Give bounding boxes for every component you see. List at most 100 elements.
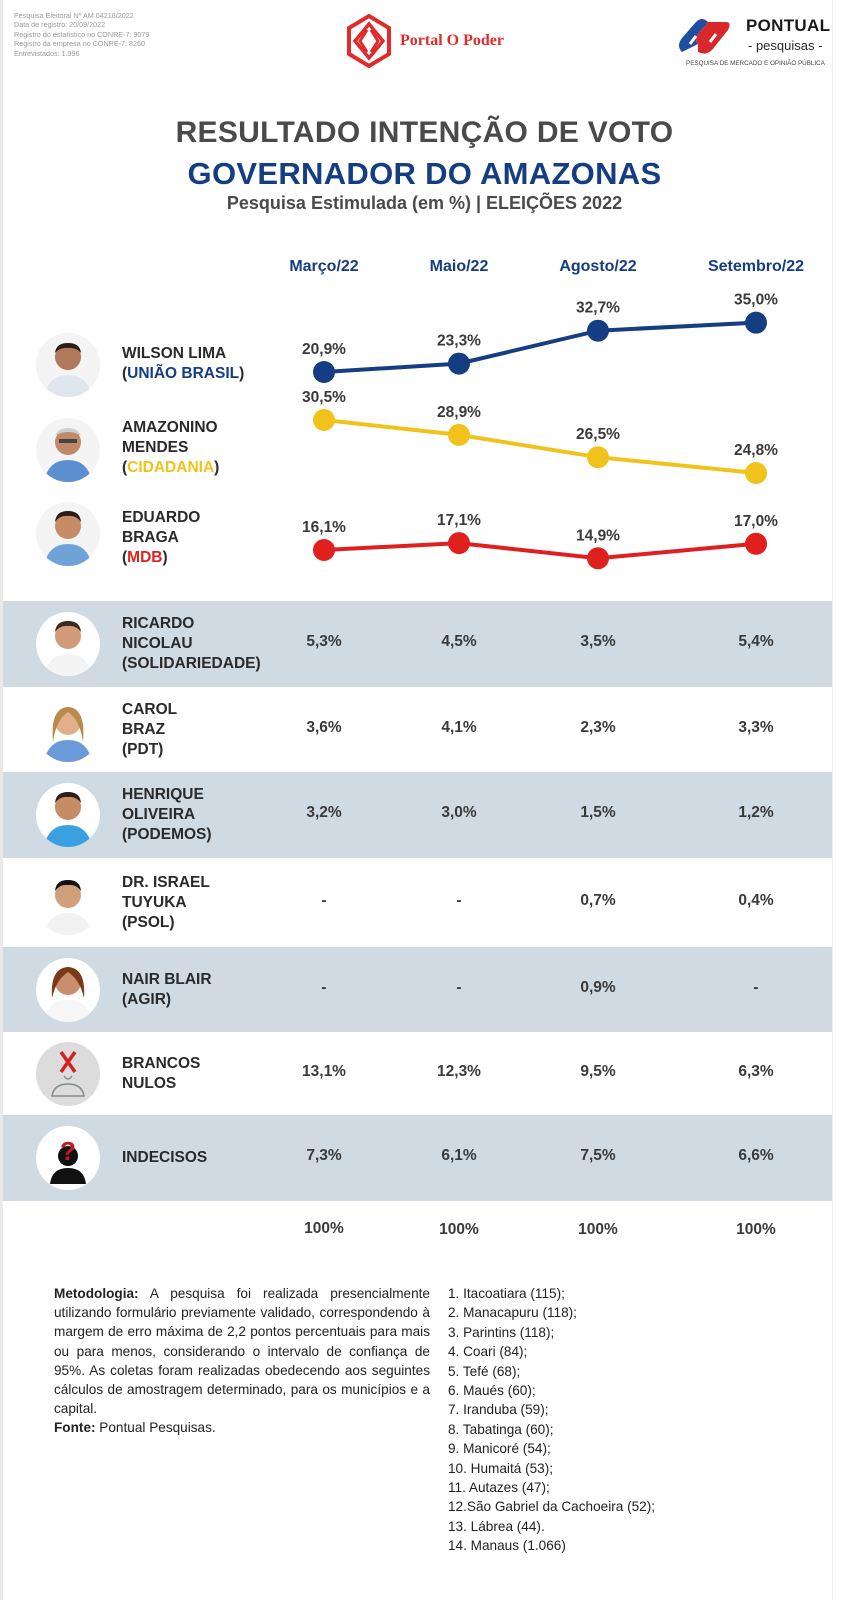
city-item: 1. Itacoatiara (115); (448, 1286, 565, 1301)
table-cell: - (321, 891, 327, 909)
row-label-line: RICARDO (122, 615, 195, 632)
data-label: 32,7% (576, 300, 620, 317)
table-cell: 4,5% (441, 633, 477, 650)
series-line (323, 320, 757, 374)
total-value: 100% (439, 1221, 479, 1238)
data-label: 24,8% (734, 442, 778, 459)
candidate-eduardo-braga: EDUARDO BRAGA (MDB) (122, 508, 200, 568)
avatar-amazonino-mendes (36, 418, 100, 482)
city-item: 7. Iranduba (59); (448, 1402, 549, 1418)
data-point (313, 361, 335, 383)
row-label-line: INDECISOS (122, 1149, 208, 1166)
registry-info: Pesquisa Eleitoral Nº AM 04218/2022 Data… (14, 11, 149, 58)
page-subtitle: GOVERNADOR DO AMAZONAS (187, 156, 662, 191)
table-cell: 1,2% (738, 804, 774, 821)
city-item: 5. Tefé (68); (448, 1363, 521, 1379)
data-point (745, 532, 767, 555)
row-avatar: ? (36, 1126, 100, 1190)
portal-logo-text: Portal O Poder (400, 32, 504, 49)
data-point (448, 423, 470, 446)
table-cell: 3,6% (306, 718, 342, 736)
source-label: Fonte: (54, 1420, 96, 1436)
registry-line: Registro do estatístico no CONRE-7: 9079 (14, 29, 150, 39)
row-label: DR. ISRAEL TUYUKA (PSOL) (122, 873, 210, 933)
table-cell: 3,2% (306, 804, 342, 821)
data-point (313, 409, 335, 431)
row-label-line: (PSOL) (122, 913, 175, 931)
city-item: 4. Coari (84); (448, 1344, 528, 1360)
month-header: Setembro/22 (707, 258, 805, 275)
data-point (448, 532, 470, 555)
undecided-icon: ? (50, 1136, 86, 1184)
table-cell: 3,0% (441, 804, 477, 821)
row-label-line: (PODEMOS) (122, 826, 212, 843)
person-photo-icon (44, 706, 92, 762)
candidate-wilson-lima: WILSON LIMA (UNIÃO BRASIL) (122, 344, 244, 384)
party-name: MDB (127, 549, 163, 566)
table-row (3, 1115, 833, 1201)
row-avatar (36, 612, 100, 676)
person-photo-icon (44, 879, 92, 935)
person-photo-icon (44, 621, 92, 676)
table-cell: - (753, 978, 759, 996)
table-cell: 1,5% (580, 804, 616, 821)
city-item: 13. Lábrea (44). (448, 1518, 545, 1534)
table-row (3, 772, 833, 858)
party-name: CIDADANIA (127, 459, 215, 476)
candidate-party-line: (UNIÃO BRASIL) (122, 365, 245, 382)
data-label: 17,0% (734, 513, 778, 530)
table-cell: 7,3% (306, 1147, 342, 1164)
table-cell: 2,3% (580, 718, 616, 736)
table-row (3, 601, 833, 687)
row-label-line: NICOLAU (122, 635, 193, 652)
page-caption: Pesquisa Estimulada (em %) | ELEIÇÕES 20… (226, 193, 623, 213)
table-cell: 4,1% (441, 718, 477, 736)
row-avatar (36, 1041, 100, 1106)
row-label-line: CAROL (122, 700, 178, 718)
avatar-eduardo-braga (36, 502, 100, 566)
table-cell: 7,5% (580, 1147, 616, 1164)
month-header: Março/22 (289, 258, 359, 275)
total-value: 100% (578, 1221, 618, 1238)
data-label: 23,3% (437, 333, 481, 350)
person-photo-icon (44, 966, 92, 1022)
row-label-line: DR. ISRAEL (122, 873, 210, 891)
city-item: 2. Manacapuru (118); (448, 1305, 577, 1321)
candidate-name: BRAGA (122, 529, 179, 546)
registry-line: Data de registro: 20/09/2022 (14, 20, 106, 30)
candidate-name: MENDES (122, 439, 189, 456)
row-avatar (36, 783, 100, 847)
city-item: 14. Manaus (1.066) (448, 1538, 566, 1554)
data-label: 17,1% (437, 512, 481, 529)
candidate-name: AMAZONINO (122, 419, 218, 436)
row-label-line: BRAZ (122, 720, 166, 738)
series-line (323, 418, 757, 476)
row-avatar (36, 697, 100, 762)
data-label: 30,5% (302, 389, 346, 406)
row-label-line: BRANCOS (122, 1054, 201, 1072)
data-label: 20,9% (302, 341, 346, 358)
row-avatar (36, 870, 100, 935)
row-label: INDECISOS (122, 1148, 207, 1168)
person-photo-icon (44, 511, 92, 566)
row-label: NAIR BLAIR (AGIR) (122, 970, 212, 1010)
data-point (313, 539, 335, 561)
city-item: 11. Autazes (47); (448, 1480, 550, 1496)
table-cell: 3,3% (738, 718, 774, 736)
table-cell: 9,5% (580, 1062, 616, 1080)
row-label: HENRIQUE OLIVEIRA (PODEMOS) (122, 785, 212, 845)
person-photo-icon (44, 343, 92, 397)
row-label-line: HENRIQUE (122, 786, 204, 803)
table-cell: 0,9% (580, 978, 616, 996)
data-label: 14,9% (576, 527, 620, 544)
portal-hexagon-icon (347, 14, 391, 68)
table-cell: - (456, 978, 462, 996)
row-label-line: (PDT) (122, 740, 164, 758)
data-point (587, 547, 609, 570)
month-header: Agosto/22 (559, 258, 637, 275)
row-label-line: (SOLIDARIEDADE) (122, 655, 261, 672)
data-point (745, 311, 767, 334)
row-label: RICARDO NICOLAU (SOLIDARIEDADE) (122, 614, 261, 674)
data-label: 28,9% (437, 404, 481, 421)
